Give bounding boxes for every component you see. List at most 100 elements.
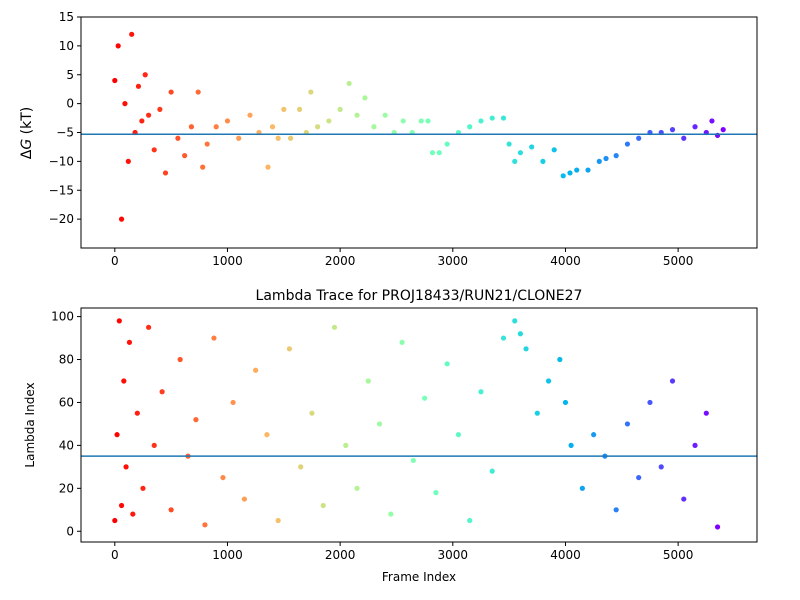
delta-g-y-tick-label: −20 xyxy=(49,212,74,226)
delta-g-x-tick-label: 2000 xyxy=(325,254,356,268)
lambda-x-tick-label: 1000 xyxy=(212,548,243,562)
lambda-data-point xyxy=(523,346,529,352)
delta-g-data-point xyxy=(489,115,495,121)
lambda-trace-title: Lambda Trace for PROJ18433/RUN21/CLONE27 xyxy=(256,288,583,304)
delta-g-data-point xyxy=(669,127,676,133)
delta-g-data-point xyxy=(467,124,473,130)
lambda-data-point xyxy=(692,442,698,448)
delta-g-data-point xyxy=(188,124,195,130)
lambda-data-point xyxy=(123,464,129,470)
delta-g-y-tick-label: −15 xyxy=(49,183,74,197)
lambda-x-ticks: 0 1000 2000 3000 4000 5000 xyxy=(111,542,693,562)
delta-g-data-point xyxy=(444,141,450,147)
lambda-data-point xyxy=(658,464,664,470)
delta-g-y-tick-label: −5 xyxy=(56,126,74,140)
delta-g-data-point xyxy=(308,89,314,95)
lambda-data-point xyxy=(410,457,416,464)
delta-g-data-point xyxy=(362,95,368,101)
delta-g-data-point xyxy=(574,167,580,173)
lambda-data-point xyxy=(112,517,118,524)
delta-g-y-tick-label: 0 xyxy=(66,97,74,111)
delta-g-data-point xyxy=(681,135,687,141)
delta-g-data-point xyxy=(195,89,201,95)
lambda-data-point xyxy=(500,335,507,341)
delta-g-data-point xyxy=(275,135,281,141)
lambda-data-point xyxy=(193,417,199,423)
delta-g-data-point xyxy=(585,167,591,173)
delta-g-y-tick-label: 15 xyxy=(59,10,74,24)
delta-g-data-point xyxy=(436,150,442,156)
delta-g-data-point xyxy=(118,216,125,222)
lambda-data-point xyxy=(140,485,146,491)
delta-g-data-point xyxy=(613,153,619,159)
lambda-data-point xyxy=(613,507,619,513)
delta-g-x-tick-label: 4000 xyxy=(550,254,581,268)
delta-g-data-point xyxy=(281,106,287,112)
delta-g-plot: 0 1000 2000 3000 4000 5000 −20−15−10−5051015 … xyxy=(19,10,758,268)
delta-g-data-point xyxy=(168,89,174,95)
delta-g-data-point xyxy=(139,118,145,124)
lambda-data-point xyxy=(275,517,281,524)
lambda-data-point xyxy=(517,331,524,337)
lambda-data-point xyxy=(241,496,247,502)
delta-g-data-point xyxy=(204,141,210,147)
delta-g-data-point xyxy=(175,135,181,141)
lambda-data-point xyxy=(681,496,687,502)
delta-g-data-point xyxy=(346,80,352,87)
delta-g-x-tick-label: 3000 xyxy=(438,254,469,268)
lambda-data-point xyxy=(168,507,174,513)
delta-g-data-point xyxy=(720,127,726,133)
lambda-trace-plot: Lambda Trace for PROJ18433/RUN21/CLONE27… xyxy=(23,288,758,584)
lambda-data-point xyxy=(118,502,125,509)
lambda-x-tick-label: 4000 xyxy=(550,548,581,562)
lambda-data-point xyxy=(467,517,473,524)
delta-g-data-point xyxy=(429,150,436,156)
lambda-data-point xyxy=(579,485,585,491)
delta-g-data-point xyxy=(382,112,388,118)
lambda-x-tick-label: 2000 xyxy=(325,548,356,562)
delta-g-data-point xyxy=(709,118,715,124)
lambda-data-point xyxy=(534,410,540,416)
delta-g-data-point xyxy=(692,124,698,130)
delta-g-data-point xyxy=(371,124,377,130)
delta-g-data-point xyxy=(560,173,566,179)
lambda-data-point xyxy=(343,442,349,448)
lambda-data-point xyxy=(202,522,208,528)
lambda-data-point xyxy=(489,468,495,474)
delta-g-x-tick-label: 1000 xyxy=(212,254,243,268)
lambda-data-point xyxy=(177,356,183,363)
delta-g-data-point xyxy=(269,124,276,130)
delta-g-y-tick-label: 5 xyxy=(66,68,74,82)
delta-g-data-point xyxy=(296,106,303,112)
lambda-data-point xyxy=(354,485,360,491)
lambda-data-point xyxy=(591,432,597,438)
delta-g-axes-frame xyxy=(80,16,758,249)
lambda-data-point xyxy=(320,502,326,509)
delta-g-data-point xyxy=(129,31,135,37)
delta-g-y-ticks: −20 −15 −10 −5 0 5 10 15 xyxy=(49,10,81,226)
delta-g-data-point xyxy=(162,170,169,176)
delta-g-data-point xyxy=(125,158,131,164)
lambda-points xyxy=(112,318,721,530)
lambda-y-tick-label: 0 xyxy=(66,524,74,538)
lambda-x-tick-label: 3000 xyxy=(438,548,469,562)
lambda-x-tick-label: 0 xyxy=(111,548,119,562)
lambda-data-point xyxy=(422,395,428,401)
lambda-data-point xyxy=(624,421,631,427)
delta-g-data-point xyxy=(265,164,271,170)
delta-g-data-point xyxy=(315,124,321,130)
lambda-axes-frame xyxy=(80,307,758,543)
delta-g-y-tick-label: 10 xyxy=(59,39,74,53)
lambda-data-point xyxy=(669,378,676,384)
lambda-data-point xyxy=(253,367,259,373)
delta-g-data-point xyxy=(512,158,518,164)
lambda-data-point xyxy=(116,318,122,324)
lambda-data-point xyxy=(562,399,569,406)
delta-g-data-point xyxy=(122,101,128,107)
delta-g-data-point xyxy=(418,118,424,124)
delta-g-data-point xyxy=(478,118,484,124)
delta-g-data-point xyxy=(236,135,242,141)
delta-g-data-point xyxy=(517,150,524,156)
delta-g-data-point xyxy=(624,141,631,147)
